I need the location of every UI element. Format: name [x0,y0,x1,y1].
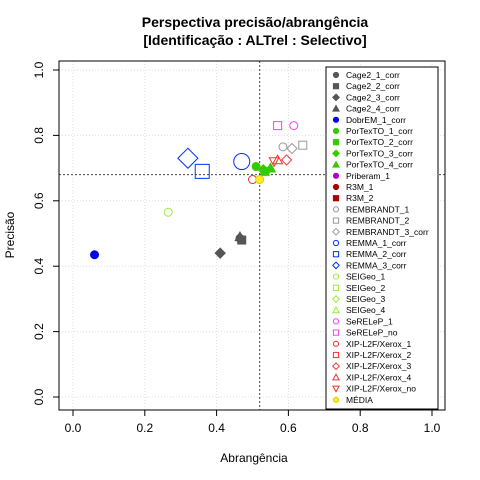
legend-entry: Cage2_1_corr [346,70,400,80]
legend-marker [332,362,340,371]
x-tick-label: 0.8 [352,421,369,435]
data-point [264,162,277,173]
x-tick-label: 1.0 [424,421,441,435]
data-point [298,140,308,150]
data-point [163,207,173,217]
y-tick-label: 0.6 [32,192,46,209]
legend-entry: REMBRANDT_1 [346,204,410,214]
legend-entry: SEIGeo_3 [346,294,385,304]
data-point [286,142,298,155]
legend-entry: SEIGeo_1 [346,272,385,282]
data-point [234,230,246,242]
data-point [255,175,265,185]
legend-marker [332,116,340,123]
legend-marker [332,351,340,359]
legend-marker [332,127,340,135]
legend-marker [332,139,340,146]
chart-subtitle: [Identificação : ALTrel : Selectivo] [143,32,366,48]
legend-marker [332,227,340,236]
legend-entry: XIP-L2F/Xerox_no [346,384,416,394]
legend-marker [332,396,340,403]
legend-entry: REMMA_3_corr [346,260,407,270]
data-point [233,153,251,171]
legend-marker [332,104,340,112]
data-point [280,154,293,166]
data-point [177,147,199,169]
legend-entry: SEIGeo_2 [346,283,385,293]
legend-marker [332,217,340,224]
legend-entry: REMMA_2_corr [346,249,407,259]
legend-entry: PorTexTO_1_corr [346,126,413,136]
data-point [273,121,283,131]
data-point [90,250,100,260]
legend-entry: Cage2_2_corr [346,81,400,91]
legend-marker [332,206,340,213]
legend-marker [332,251,340,258]
legend-entry: R3M_1 [346,182,374,192]
legend-marker [332,284,340,291]
data-point [278,142,288,152]
chart-title: Perspectiva precisão/abrangência [142,14,369,30]
legend-entry: XIP-L2F/Xerox_1 [346,339,411,349]
legend-marker [332,273,340,280]
legend-entry: Cage2_3_corr [346,92,400,102]
legend-entry: REMBRANDT_2 [346,216,410,226]
legend-marker [332,306,340,314]
legend-marker [332,340,340,347]
data-point [251,161,261,171]
legend-entry: SEIGeo_4 [346,305,385,315]
x-tick-label: 0.0 [65,421,82,435]
legend-marker [332,373,340,381]
y-tick-label: 0.2 [32,323,46,340]
legend-entry: SeRELeP_1 [346,316,393,326]
x-tick-label: 0.4 [208,421,225,435]
legend-marker [332,329,340,336]
legend-marker [332,385,340,393]
x-tick-label: 0.2 [136,421,153,435]
legend-entry: PorTexTO_3_corr [346,148,413,158]
data-point [271,154,284,165]
legend-entry: SeRELeP_no [346,328,398,338]
y-tick-label: 0.8 [32,127,46,144]
legend-marker [332,83,340,90]
legend-entry: XIP-L2F/Xerox_4 [346,372,411,382]
legend-frame [325,66,439,410]
legend-marker [332,239,340,247]
x-tick-label: 0.6 [280,421,297,435]
legend-marker [332,195,340,202]
x-axis-label: Abrangência [220,451,288,465]
legend-entry: DobrEM_1_corr [346,115,406,125]
legend-entry: MÉDIA [346,395,373,405]
y-tick-label: 0.4 [32,258,46,275]
plot-frame [58,60,446,411]
y-tick-label: 1.0 [32,61,46,78]
legend-marker [332,71,340,79]
legend-marker [332,172,340,179]
legend-entry: XIP-L2F/Xerox_2 [346,350,411,360]
legend-entry: Priberam_1 [346,171,390,181]
data-point [268,157,280,168]
legend-entry: Cage2_4_corr [346,104,400,114]
legend-entry: REMBRANDT_3_corr [346,227,429,237]
legend-marker [332,318,340,325]
legend-marker [332,183,340,191]
legend-entry: R3M_2 [346,193,374,203]
y-axis-label: Precisão [3,211,17,258]
legend-marker [332,149,340,158]
legend-marker [332,160,340,168]
data-point [194,163,210,179]
data-point [289,121,299,131]
legend-entry: XIP-L2F/Xerox_3 [346,361,411,371]
y-tick-label: 0.0 [32,388,46,405]
legend-marker [332,261,340,270]
legend-entry: REMMA_1_corr [346,238,407,248]
legend-entry: PorTexTO_4_corr [346,160,413,170]
legend-marker [332,295,340,303]
data-point [214,247,226,259]
legend-entry: PorTexTO_2_corr [346,137,413,147]
legend-marker [332,93,340,102]
